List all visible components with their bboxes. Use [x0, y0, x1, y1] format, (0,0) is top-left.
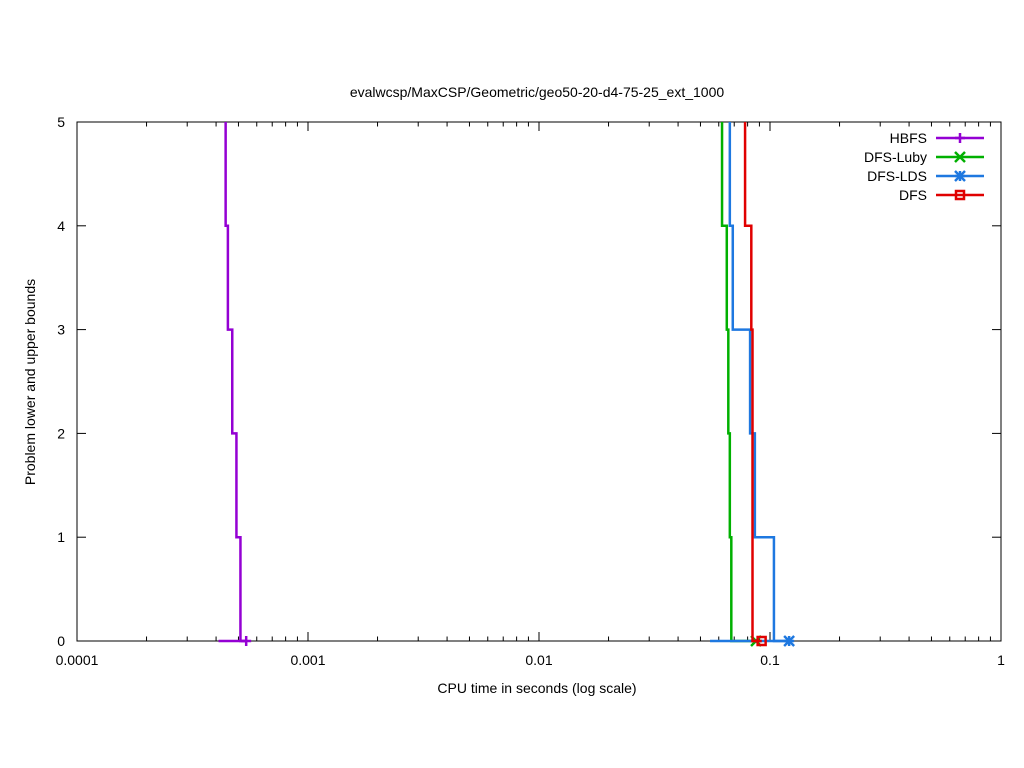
plot-frame [76, 121, 1002, 642]
y-axis-label: Problem lower and upper bounds [22, 279, 38, 485]
axis-ticks: 0.0001 0.001 0.01 0.1 1 0 1 2 3 4 5 [56, 114, 1006, 668]
y-tick-label: 2 [57, 425, 65, 441]
x-tick-label: 1 [997, 652, 1005, 668]
x-tick-label: 0.001 [290, 652, 325, 668]
legend-item-dfs-luby: DFS-Luby [864, 149, 984, 165]
x-tick-label: 0.1 [760, 652, 780, 668]
dfs-luby-upper-bound-line [720, 122, 757, 643]
legend-marker [954, 170, 966, 182]
legend-label: DFS-Luby [864, 149, 927, 165]
series-layer [218, 122, 796, 647]
dfs-lds-end-marker [783, 635, 796, 647]
x-tick-label: 0.01 [525, 652, 552, 668]
chart-title: evalwcsp/MaxCSP/Geometric/geo50-20-d4-75… [350, 84, 725, 100]
hbfs-upper-bound-line [224, 122, 247, 643]
x-tick-label: 0.0001 [56, 652, 99, 668]
dfs-lds-upper-bound-line [728, 122, 790, 643]
legend-label: HBFS [890, 130, 927, 146]
legend-item-hbfs: HBFS [890, 130, 984, 146]
y-tick-label: 4 [57, 218, 65, 234]
series-dfs [743, 122, 767, 647]
hbfs-end-marker [241, 636, 252, 646]
series-dfs-lds [710, 122, 796, 647]
y-tick-label: 0 [57, 633, 65, 649]
legend-item-dfs-lds: DFS-LDS [867, 168, 984, 184]
series-hbfs [218, 122, 252, 646]
legend-marker [955, 133, 965, 143]
y-tick-label: 5 [57, 114, 65, 130]
legend-marker [954, 151, 966, 163]
legend-marker [954, 189, 966, 201]
legend-item-dfs: DFS [899, 187, 984, 203]
x-axis-label: CPU time in seconds (log scale) [437, 680, 636, 696]
y-tick-label: 1 [57, 529, 65, 545]
dfs-upper-bound-line [743, 122, 762, 643]
legend-label: DFS-LDS [867, 168, 927, 184]
legend: HBFS DFS-Luby DFS-LDS DFS [864, 130, 984, 203]
series-dfs-luby [720, 122, 762, 647]
dfs-end-marker [756, 635, 767, 647]
y-tick-label: 3 [57, 322, 65, 338]
legend-label: DFS [899, 187, 927, 203]
